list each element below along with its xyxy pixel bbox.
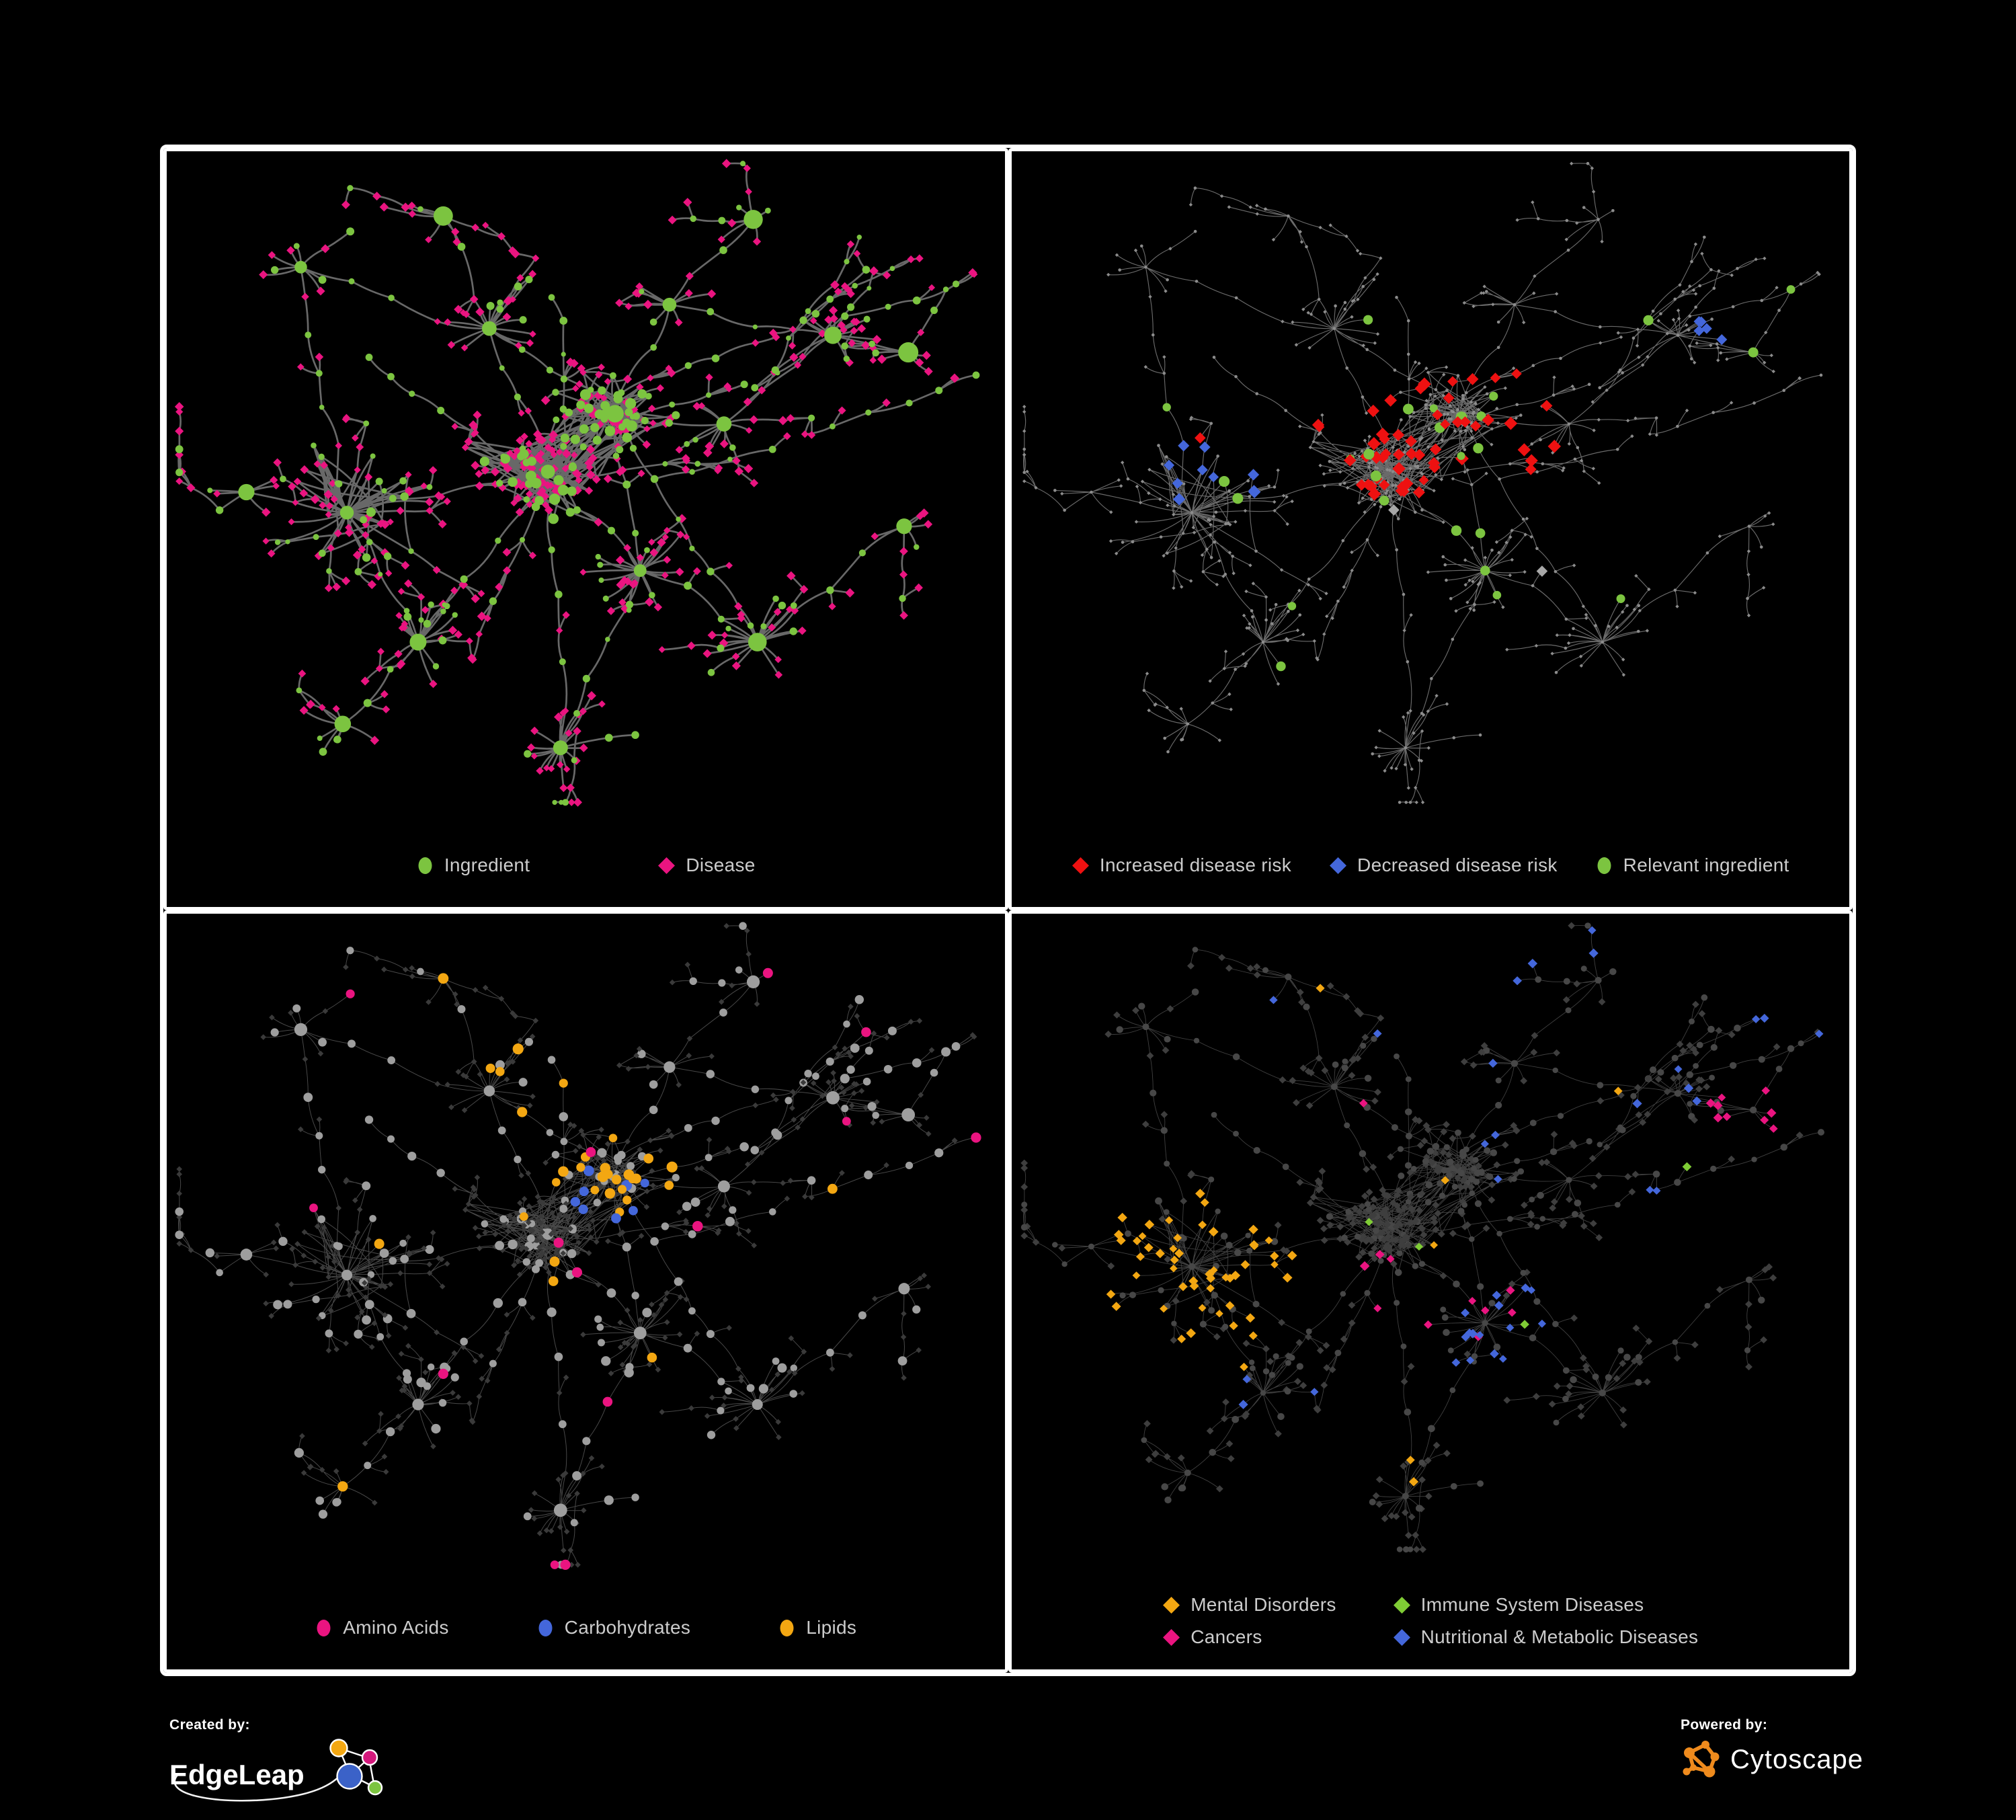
legend-item-lipids: Lipids (778, 1617, 856, 1638)
legend-label: Increased disease risk (1099, 855, 1292, 875)
legend-item-nutritional-metabolic: Nutritional & Metabolic Diseases (1393, 1626, 1699, 1648)
edgeleap-branding: Created by: EdgeLeap (168, 1717, 390, 1806)
powered-by-label: Powered by: (1681, 1717, 1768, 1733)
legend-label: Lipids (806, 1617, 857, 1638)
edgeleap-node-orange (329, 1739, 348, 1757)
legend-marker-diamond (1330, 857, 1347, 874)
legend-item-disease: Disease (657, 855, 755, 876)
network-nutrient-classes (175, 922, 981, 1571)
legend-label: Disease (686, 855, 756, 875)
panel-nutrient-classes: Amino Acids Carbohydrates Lipids (163, 910, 1008, 1673)
cytoscape-branding: Powered by: Cytoscape (1679, 1717, 1863, 1782)
legend-label: Nutritional & Metabolic Diseases (1420, 1626, 1699, 1647)
figure-grid: Ingredient Disease Increased disease ris… (160, 145, 1856, 1676)
legend-marker-circle (538, 1619, 553, 1636)
edgeleap-wordmark: EdgeLeap (169, 1759, 305, 1790)
legend-marker-circle (1597, 857, 1611, 874)
legend-disease-risk: Increased disease risk Decreased disease… (1012, 833, 1850, 907)
legend-label: Immune System Diseases (1420, 1594, 1644, 1615)
legend-item-relevant-ingredient: Relevant ingredient (1595, 855, 1789, 876)
panel-disease-risk: Increased disease risk Decreased disease… (1008, 148, 1853, 910)
cytoscape-logo-icon (1683, 1741, 1720, 1778)
legend-label: Relevant ingredient (1623, 855, 1789, 875)
cytoscape-wordmark: Cytoscape (1730, 1744, 1863, 1774)
legend-label: Ingredient (444, 855, 530, 875)
legend-marker-circle (317, 1619, 331, 1636)
edgeleap-logo: EdgeLeap (169, 1739, 383, 1802)
legend-marker-circle (780, 1619, 794, 1636)
legend-marker-diamond (1393, 1596, 1410, 1614)
legend-item-amino-acids: Amino Acids (315, 1617, 448, 1638)
legend-marker-circle (418, 857, 432, 874)
cytoscape-icon-nodes (1683, 1741, 1720, 1778)
legend-item-mental-disorders: Mental Disorders (1162, 1594, 1336, 1616)
legend-marker-diamond (1393, 1628, 1410, 1646)
legend-item-carbohydrates: Carbohydrates (536, 1617, 691, 1638)
legend-label: Carbohydrates (564, 1617, 691, 1638)
legend-marker-diamond (1072, 857, 1089, 874)
legend-marker-diamond (1163, 1596, 1180, 1614)
network-disease-categories (1020, 922, 1824, 1553)
legend-item-ingredient: Ingredient (416, 855, 530, 876)
edgeleap-node-magenta (361, 1749, 378, 1766)
edgeleap-node-blue (336, 1763, 363, 1790)
edgeleap-swoosh (173, 1771, 344, 1802)
legend-marker-diamond (1163, 1628, 1180, 1646)
legend-label: Amino Acids (343, 1617, 449, 1638)
legend-ingredient-disease: Ingredient Disease (167, 833, 1005, 907)
panel-disease-categories: Mental Disorders Immune System Diseases … (1008, 910, 1853, 1673)
legend-item-decreased-risk: Decreased disease risk (1329, 855, 1558, 876)
legend-label: Cancers (1191, 1626, 1262, 1647)
legend-label: Decreased disease risk (1357, 855, 1558, 875)
legend-label: Mental Disorders (1191, 1594, 1336, 1615)
legend-nutrient-classes: Amino Acids Carbohydrates Lipids (167, 1595, 1005, 1669)
legend-item-increased-risk: Increased disease risk (1072, 855, 1291, 876)
legend-item-immune-diseases: Immune System Diseases (1393, 1594, 1699, 1616)
edgeleap-node-green (367, 1780, 383, 1796)
legend-disease-categories: Mental Disorders Immune System Diseases … (1012, 1579, 1850, 1669)
panel-ingredient-disease: Ingredient Disease (163, 148, 1008, 910)
legend-marker-diamond (658, 857, 676, 874)
created-by-label: Created by: (169, 1717, 250, 1733)
network-ingredient-disease (174, 159, 980, 807)
legend-item-cancers: Cancers (1162, 1626, 1336, 1648)
network-disease-risk (1022, 161, 1822, 805)
